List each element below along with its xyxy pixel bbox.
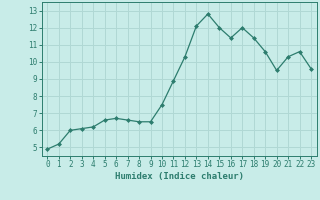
X-axis label: Humidex (Indice chaleur): Humidex (Indice chaleur) (115, 172, 244, 181)
